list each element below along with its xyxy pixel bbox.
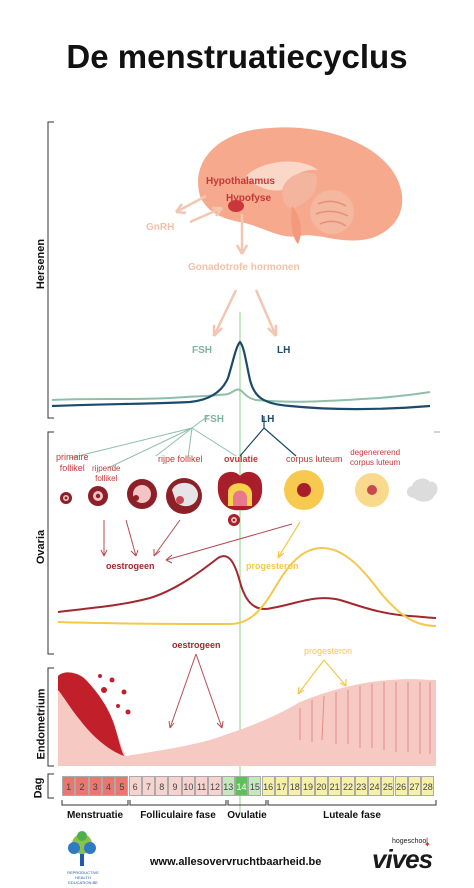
day-cell: 5 xyxy=(115,776,129,796)
day-cell: 11 xyxy=(195,776,209,796)
day-cell: 16 xyxy=(261,776,275,796)
reproductive-health-logo xyxy=(68,831,96,866)
day-cell: 22 xyxy=(341,776,355,796)
day-cell: 6 xyxy=(128,776,142,796)
day-cell: 4 xyxy=(101,776,116,796)
bracket-dag xyxy=(47,773,54,799)
vives-logo: vives xyxy=(372,844,433,874)
day-cell: 21 xyxy=(328,776,342,796)
hypofyse-shape xyxy=(228,200,244,212)
day-cell: 20 xyxy=(314,776,328,796)
brain-arrows xyxy=(175,194,278,337)
day-cell: 24 xyxy=(367,776,382,796)
lh-branches xyxy=(239,416,297,457)
label-hypothalamus: Hypothalamus xyxy=(206,176,275,187)
endo-oestrogeen-arrows xyxy=(168,653,224,729)
label-gonadotrofe: Gonadotrofe hormonen xyxy=(188,262,300,273)
day-cell: 28 xyxy=(421,776,435,796)
day-cell: 12 xyxy=(208,776,222,796)
label-fsh-lower: FSH xyxy=(204,414,224,425)
label-corpus-luteum: corpus luteum xyxy=(286,454,343,464)
vives-accent-icon: ✦ xyxy=(424,840,431,849)
endometrium-glands xyxy=(299,682,431,754)
bracket-hersenen xyxy=(47,121,54,419)
day-cell: 23 xyxy=(354,776,368,796)
phase-menstruatie: Menstruatie xyxy=(66,810,124,821)
label-fsh-top: FSH xyxy=(192,345,212,356)
phase-brackets xyxy=(61,800,437,806)
follicle-rijpende xyxy=(88,486,108,506)
day-cell: 15 xyxy=(248,776,262,796)
day-cell: 2 xyxy=(75,776,89,796)
fsh-branches xyxy=(69,415,237,469)
endometrium-tissue xyxy=(58,672,436,766)
follicle-ovulatie xyxy=(217,471,263,526)
day-cell: 8 xyxy=(155,776,169,796)
follicle-primaire xyxy=(60,492,72,504)
day-cell: 10 xyxy=(181,776,195,796)
label-degenererend: degenererend corpus luteum xyxy=(350,448,401,467)
day-cell: 17 xyxy=(274,776,289,796)
label-progesteron-endo: progesteron xyxy=(304,646,353,656)
fsh-curve xyxy=(51,388,431,403)
day-cell: 1 xyxy=(62,776,76,796)
label-lh-top: LH xyxy=(277,345,291,356)
day-cell: 7 xyxy=(141,776,156,796)
estrogen-curve xyxy=(57,555,437,619)
follicle-degenererend xyxy=(355,473,438,507)
bracket-endometrium xyxy=(47,667,54,767)
label-progesteron-ovary: progesteron xyxy=(246,561,299,571)
label-oestrogeen-ovary: oestrogeen xyxy=(106,561,155,571)
label-rijpe-follikel: rijpe follikel xyxy=(158,454,203,464)
day-cell: 19 xyxy=(301,776,315,796)
oestrogeen-arrows xyxy=(100,519,293,564)
day-cell: 26 xyxy=(394,776,408,796)
label-primaire-follikel: primaire follikel xyxy=(56,452,89,473)
progesterone-curve xyxy=(57,546,437,627)
label-gnrh: GnRH xyxy=(146,222,175,233)
follicle-corpus-luteum xyxy=(284,470,324,510)
phase-folliculaire: Folliculaire fase xyxy=(140,810,216,821)
phase-luteale: Luteale fase xyxy=(323,810,381,821)
day-cell: 27 xyxy=(407,776,422,796)
label-lh-lower: LH xyxy=(261,414,275,425)
day-cell: 13 xyxy=(221,776,235,796)
page-title: De menstruatiecyclus xyxy=(66,38,408,75)
label-rijpende-follikel: rijpende follikel xyxy=(92,464,121,483)
lh-curve xyxy=(51,340,431,411)
label-hypofyse: Hypofyse xyxy=(226,193,272,204)
phase-ovulatie: Ovulatie xyxy=(227,810,267,821)
brand-small-text: hogeschool xyxy=(392,838,428,845)
day-cell: 25 xyxy=(381,776,395,796)
footer-url[interactable]: www.allesovervruchtbaarheid.be xyxy=(150,856,322,868)
bracket-ovaria xyxy=(47,431,54,655)
brain-illustration xyxy=(198,127,403,244)
progesteron-arrow xyxy=(277,521,301,559)
label-ovulatie: ovulatie xyxy=(224,454,259,464)
day-cell: 18 xyxy=(288,776,302,796)
day-cell: 9 xyxy=(168,776,182,796)
menstrual-lining xyxy=(58,672,124,756)
logo-text: REPRODUCTIVE HEALTH EDUCATION.BE xyxy=(67,870,99,885)
follicle-rijpe xyxy=(127,478,202,514)
endo-progesteron-arrows xyxy=(297,659,347,695)
menstrual-fragments xyxy=(98,674,131,715)
label-oestrogeen-endo: oestrogeen xyxy=(172,640,221,650)
day-cell: 14 xyxy=(234,776,249,796)
day-cell: 3 xyxy=(88,776,102,796)
